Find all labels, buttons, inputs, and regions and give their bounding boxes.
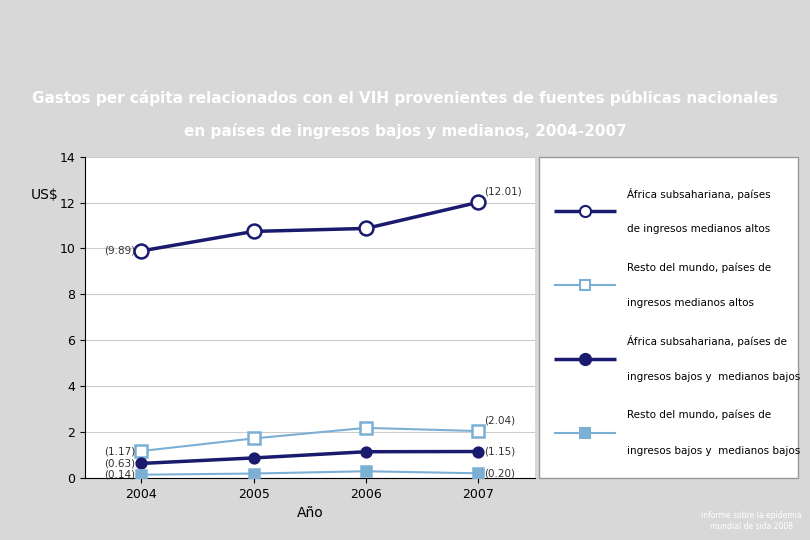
Text: en países de ingresos bajos y medianos, 2004-2007: en países de ingresos bajos y medianos, …	[184, 123, 626, 139]
Text: de ingresos medianos altos: de ingresos medianos altos	[627, 224, 770, 234]
Text: Resto del mundo, países de: Resto del mundo, países de	[627, 410, 771, 421]
Text: (9.89): (9.89)	[104, 246, 136, 256]
Text: Informe sobre la epidemia
mundial de sida 2008: Informe sobre la epidemia mundial de sid…	[701, 510, 802, 531]
Y-axis label: US$: US$	[31, 188, 58, 202]
Text: África subsahariana, países: África subsahariana, países	[627, 187, 770, 200]
Text: ingresos bajos y  medianos bajos: ingresos bajos y medianos bajos	[627, 372, 800, 382]
Text: Resto del mundo, países de: Resto del mundo, países de	[627, 262, 771, 273]
Text: (1.17): (1.17)	[104, 446, 136, 456]
Text: Gastos per cápita relacionados con el VIH provenientes de fuentes públicas nacio: Gastos per cápita relacionados con el VI…	[32, 90, 778, 106]
Text: África subsahariana, países de: África subsahariana, países de	[627, 335, 787, 347]
Text: (0.14): (0.14)	[104, 470, 136, 480]
Text: (12.01): (12.01)	[484, 187, 522, 197]
Text: (0.63): (0.63)	[104, 458, 136, 468]
Text: (2.04): (2.04)	[484, 415, 515, 426]
X-axis label: Año: Año	[296, 506, 323, 520]
Text: ingresos medianos altos: ingresos medianos altos	[627, 298, 754, 308]
Text: (1.15): (1.15)	[484, 447, 515, 456]
Text: ingresos bajos y  medianos bajos: ingresos bajos y medianos bajos	[627, 446, 800, 456]
Text: (0.20): (0.20)	[484, 468, 515, 478]
